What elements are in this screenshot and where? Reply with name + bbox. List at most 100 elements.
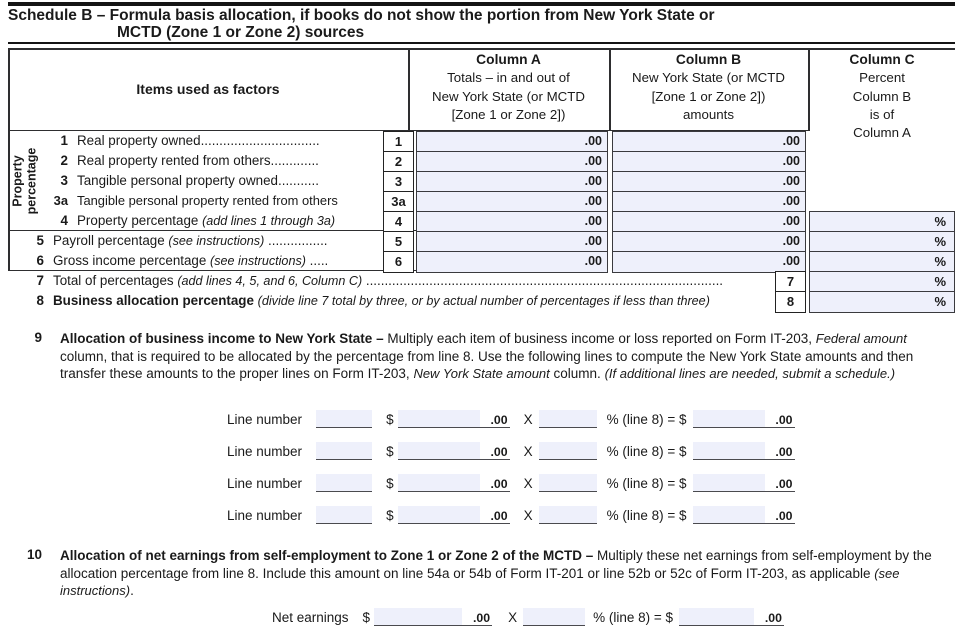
table-left-border bbox=[8, 48, 10, 271]
line4-column-a-field[interactable]: .00 bbox=[416, 211, 608, 233]
line8-column-c-field[interactable]: % bbox=[809, 291, 955, 313]
alloc-result-field-2[interactable]: .00 bbox=[692, 442, 795, 460]
line5-number-box: 5 bbox=[383, 231, 414, 253]
alloc-result-field-3[interactable]: .00 bbox=[692, 474, 795, 492]
dot-leader: ................................ bbox=[200, 133, 320, 148]
column-a-header: Column A Totals – in and out of New York… bbox=[409, 51, 608, 124]
net-earnings-result-field[interactable]: .00 bbox=[679, 608, 784, 626]
line5-column-b-field[interactable]: .00 bbox=[612, 231, 806, 253]
top-rule bbox=[8, 2, 955, 6]
line3a-column-b-field[interactable]: .00 bbox=[612, 191, 806, 213]
header-divider-1 bbox=[408, 48, 410, 131]
item9-bold-lead: Allocation of business income to New Yor… bbox=[60, 331, 388, 346]
line7-column-c-field[interactable]: % bbox=[809, 271, 955, 293]
alloc-percent-field-2[interactable] bbox=[538, 442, 597, 460]
alloc-amount-field-2[interactable]: .00 bbox=[397, 442, 510, 460]
alloc-result-field-1[interactable]: .00 bbox=[692, 410, 795, 428]
dot-leader: ............. bbox=[270, 153, 319, 168]
line7-label: 7 Total of percentages (add lines 4, 5, a… bbox=[36, 273, 724, 288]
line5-label: 5 Payroll percentage (see instructions) .… bbox=[36, 233, 328, 248]
item10-number: 10 bbox=[26, 547, 42, 562]
column-a-title: Column A bbox=[476, 52, 541, 67]
title-rule bbox=[8, 41, 955, 44]
table-top-border bbox=[8, 48, 955, 50]
column-b-sub1: New York State (or MCTD bbox=[632, 70, 785, 86]
alloc-row-2: Line number $ .00 X % (line 8) = $ .00 bbox=[227, 442, 795, 460]
dot-leader: ........................................… bbox=[362, 273, 724, 288]
alloc-percent-field-4[interactable] bbox=[538, 506, 597, 524]
item9-paragraph: Allocation of business income to New Yor… bbox=[60, 331, 914, 382]
line5-column-c-field[interactable]: % bbox=[809, 231, 955, 253]
line6-label: 6 Gross income percentage (see instructio… bbox=[36, 253, 329, 268]
line3-column-a-field[interactable]: .00 bbox=[416, 171, 608, 193]
alloc-amount-field-1[interactable]: .00 bbox=[397, 410, 510, 428]
column-c-sub1: Percent bbox=[859, 70, 905, 86]
item9-number: 9 bbox=[34, 330, 42, 345]
column-c-title: Column C bbox=[849, 52, 915, 67]
line6-column-a-field[interactable]: .00 bbox=[416, 251, 608, 273]
line6-number-box: 6 bbox=[383, 251, 414, 273]
header-divider-3 bbox=[808, 48, 810, 131]
line2-column-a-field[interactable]: .00 bbox=[416, 151, 608, 173]
group-divider-1 bbox=[8, 229, 416, 231]
line3a-number-box: 3a bbox=[383, 191, 414, 213]
column-b-title: Column B bbox=[675, 52, 742, 67]
alloc-result-field-4[interactable]: .00 bbox=[692, 506, 795, 524]
header-divider-2 bbox=[609, 48, 611, 131]
column-b-sub3: amounts bbox=[683, 106, 734, 122]
header-bottom-border bbox=[8, 129, 808, 131]
line2-column-b-field[interactable]: .00 bbox=[612, 151, 806, 173]
column-c-sub4: Column A bbox=[853, 125, 911, 141]
line6-column-c-field[interactable]: % bbox=[809, 251, 955, 273]
net-earnings-percent-field[interactable] bbox=[523, 608, 586, 626]
alloc-row-4: Line number $ .00 X % (line 8) = $ .00 bbox=[227, 506, 795, 524]
column-a-sub3: [Zone 1 or Zone 2]) bbox=[451, 106, 566, 122]
line3-column-b-field[interactable]: .00 bbox=[612, 171, 806, 193]
net-earnings-amount-field[interactable]: .00 bbox=[374, 608, 493, 626]
line8-number-box: 8 bbox=[775, 291, 806, 313]
line2-label: 2 Real property rented from others.......… bbox=[60, 153, 319, 168]
column-b-sub2: [Zone 1 or Zone 2]) bbox=[651, 88, 766, 104]
alloc-line-number-field-3[interactable] bbox=[316, 474, 373, 492]
line1-column-a-field[interactable]: .00 bbox=[416, 131, 608, 153]
column-b-header: Column B New York State (or MCTD [Zone 1… bbox=[610, 51, 807, 124]
alloc-amount-field-3[interactable]: .00 bbox=[397, 474, 510, 492]
alloc-line-number-field-4[interactable] bbox=[316, 506, 373, 524]
form-title-line1: Schedule B – Formula basis allocation, i… bbox=[8, 7, 715, 24]
line3a-column-a-field[interactable]: .00 bbox=[416, 191, 608, 213]
dot-leader: ................ bbox=[264, 233, 328, 248]
column-a-sub1: Totals – in and out of bbox=[447, 70, 570, 86]
alloc-percent-field-3[interactable] bbox=[538, 474, 597, 492]
line8-label: 8 Business allocation percentage (divide … bbox=[36, 293, 710, 308]
line5-column-a-field[interactable]: .00 bbox=[416, 231, 608, 253]
line4-column-b-field[interactable]: .00 bbox=[612, 211, 806, 233]
line4-label: 4 Property percentage (add lines 1 throug… bbox=[60, 213, 336, 228]
column-c-sub3: is of bbox=[869, 106, 895, 122]
column-c-sub2: Column B bbox=[852, 88, 912, 104]
line1-column-b-field[interactable]: .00 bbox=[612, 131, 806, 153]
alloc-row-3: Line number $ .00 X % (line 8) = $ .00 bbox=[227, 474, 795, 492]
item10-paragraph: Allocation of net earnings from self-emp… bbox=[60, 548, 932, 599]
group-divider-2 bbox=[8, 269, 416, 271]
dot-leader: ..... bbox=[305, 253, 329, 268]
alloc-percent-field-1[interactable] bbox=[538, 410, 597, 428]
line4-column-c-field[interactable]: % bbox=[809, 211, 955, 233]
line6-column-b-field[interactable]: .00 bbox=[612, 251, 806, 273]
line4-number-box: 4 bbox=[383, 211, 414, 233]
net-earnings-row: Net earnings $ .00 X % (line 8) = $ .00 bbox=[272, 608, 784, 626]
alloc-line-number-field-1[interactable] bbox=[316, 410, 373, 428]
alloc-line-number-field-2[interactable] bbox=[316, 442, 373, 460]
line3-label: 3 Tangible personal property owned.......… bbox=[60, 173, 319, 188]
items-used-as-factors-header: Items used as factors bbox=[136, 81, 280, 97]
item10-bold-lead: Allocation of net earnings from self-emp… bbox=[60, 548, 598, 563]
line2-number-box: 2 bbox=[383, 151, 414, 173]
column-a-sub2: New York State (or MCTD bbox=[432, 88, 585, 104]
dot-leader: ........... bbox=[278, 173, 319, 188]
form-title-line2: MCTD (Zone 1 or Zone 2) sources bbox=[117, 24, 365, 41]
line7-number-box: 7 bbox=[775, 271, 806, 293]
column-c-header: Column C Percent Column B is of Column A bbox=[809, 51, 955, 142]
line3-number-box: 3 bbox=[383, 171, 414, 193]
alloc-amount-field-4[interactable]: .00 bbox=[397, 506, 510, 524]
property-percentage-side-label: Property percentage bbox=[2, 131, 46, 231]
